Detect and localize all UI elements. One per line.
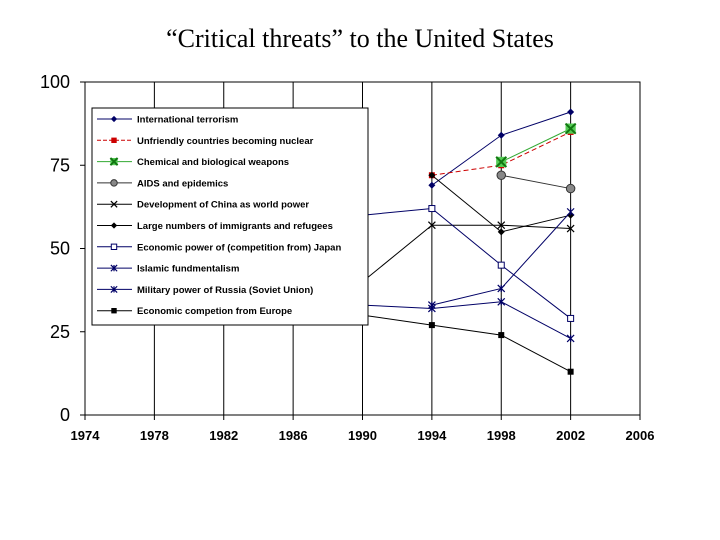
series-line-unfriendly-countries-becoming-nuclear [431,131,571,176]
marker-economic-competion-from-europe [428,322,435,329]
x-tick-label: 1974 [71,428,101,443]
x-tick-label: 1998 [487,428,516,443]
legend-label: Development of China as world power [137,200,309,211]
marker-aids-and-epidemics [110,179,118,187]
y-tick-label: 100 [40,72,70,92]
marker-development-of-china-as-world-power [110,200,118,208]
marker-islamic-fundmentalism [497,284,506,293]
marker-international-terrorism [110,115,118,123]
legend-label: International terrorism [137,115,238,126]
series-economic-competion-from-europe [359,312,574,375]
series-chemical-and-biological-weapons [495,122,577,168]
legend-entry-chemical-and-biological-weapons: Chemical and biological weapons [97,157,289,168]
marker-cross [495,156,508,168]
series-layer [358,108,577,375]
series-line-economic-power-of-competition-from-japan [362,208,571,319]
legend-entry-international-terrorism: International terrorism [97,115,238,126]
legend-box [91,107,369,326]
chart-title: “Critical threats” to the United States [166,24,554,53]
series-line-chemical-and-biological-weapons [501,128,571,163]
marker-international-terrorism [428,181,436,189]
marker-development-of-china-as-world-power [497,221,506,230]
series-international-terrorism [428,108,575,189]
y-tick-label: 25 [50,322,70,342]
x-tick-label: 2006 [626,428,655,443]
legend-label: Economic competion from Europe [137,306,292,317]
legend-label: AIDS and epidemics [137,178,228,189]
legend-entry-unfriendly-countries-becoming-nuclear: Unfriendly countries becoming nuclear [97,136,314,147]
legend-label: Military power of Russia (Soviet Union) [137,285,313,296]
series-islamic-fundmentalism [427,207,575,310]
marker-chemical-and-biological-weapons [564,122,577,135]
legend-entry-military-power-of-russia-soviet-union: Military power of Russia (Soviet Union) [97,285,313,296]
marker-chemical-and-biological-weapons [109,157,119,166]
legend-label: Unfriendly countries becoming nuclear [137,136,314,147]
series-line-military-power-of-russia-soviet-union [362,301,571,339]
marker-economic-power-of-competition-from-japan [567,314,575,322]
marker-cross [109,157,119,166]
marker-large-numbers-of-immigrants-and-refugees [110,222,118,229]
x-tick-label: 1978 [140,428,169,443]
marker-unfriendly-countries-becoming-nuclear [111,137,117,143]
legend-entry-large-numbers-of-immigrants-and-refugees: Large numbers of immigrants and refugees [97,221,333,232]
marker-development-of-china-as-world-power [566,224,575,233]
marker-military-power-of-russia-soviet-union [110,285,118,293]
legend: International terrorism Unfriendly countr… [91,107,369,326]
legend-entry-aids-and-epidemics: AIDS and epidemics [97,178,228,189]
marker-economic-competion-from-europe [111,308,117,314]
marker-aids-and-epidemics [565,183,576,194]
series-line-economic-competion-from-europe [362,314,571,373]
y-tick-label: 0 [60,405,70,425]
marker-cross [564,122,577,135]
marker-islamic-fundmentalism [110,264,118,272]
legend-entry-economic-power-of-competition-from-japan: Economic power of (competition from) Jap… [97,242,341,253]
marker-economic-competion-from-europe [567,368,574,375]
x-tick-label: 1994 [417,428,447,443]
axes: 1974 1978 1982 1986 1990 1994 1998 2002 2006 0 25 5… [40,72,655,443]
series-development-of-china-as-world-power [358,221,575,286]
marker-aids-and-epidemics [496,170,506,180]
marker-economic-competion-from-europe [498,332,505,339]
x-tick-label: 1986 [279,428,308,443]
marker-military-power-of-russia-soviet-union [566,334,575,343]
legend-entry-development-of-china-as-world-power: Development of China as world power [97,200,309,211]
marker-economic-power-of-competition-from-japan [497,261,505,269]
marker-economic-power-of-competition-from-japan [110,243,118,251]
legend-label: Large numbers of immigrants and refugees [137,221,333,232]
marker-economic-power-of-competition-from-japan [428,205,436,213]
legend-label: Chemical and biological weapons [137,157,289,168]
x-tick-label: 2002 [556,428,585,443]
y-tick-label: 50 [50,239,70,259]
marker-large-numbers-of-immigrants-and-refugees [428,171,436,179]
series-military-power-of-russia-soviet-union [358,297,575,343]
series-aids-and-epidemics [496,170,576,194]
series-line-aids-and-epidemics [501,174,571,190]
legend-label: Islamic fundmentalism [137,264,239,275]
x-tick-label: 1982 [209,428,238,443]
marker-international-terrorism [567,108,575,116]
x-tick-label: 1990 [348,428,377,443]
marker-chemical-and-biological-weapons [495,156,508,168]
marker-development-of-china-as-world-power [427,221,436,230]
y-tick-label: 75 [50,155,70,175]
marker-military-power-of-russia-soviet-union [427,304,436,313]
legend-label: Economic power of (competition from) Jap… [137,242,341,253]
marker-military-power-of-russia-soviet-union [497,297,506,306]
marker-islamic-fundmentalism [566,207,575,216]
marker-international-terrorism [497,131,505,139]
series-economic-power-of-competition-from-japan [359,205,575,322]
marker-large-numbers-of-immigrants-and-refugees [497,228,505,236]
legend-entry-islamic-fundmentalism: Islamic fundmentalism [97,264,239,275]
series-line-development-of-china-as-world-power [362,224,571,283]
legend-entry-economic-competion-from-europe: Economic competion from Europe [97,306,292,317]
